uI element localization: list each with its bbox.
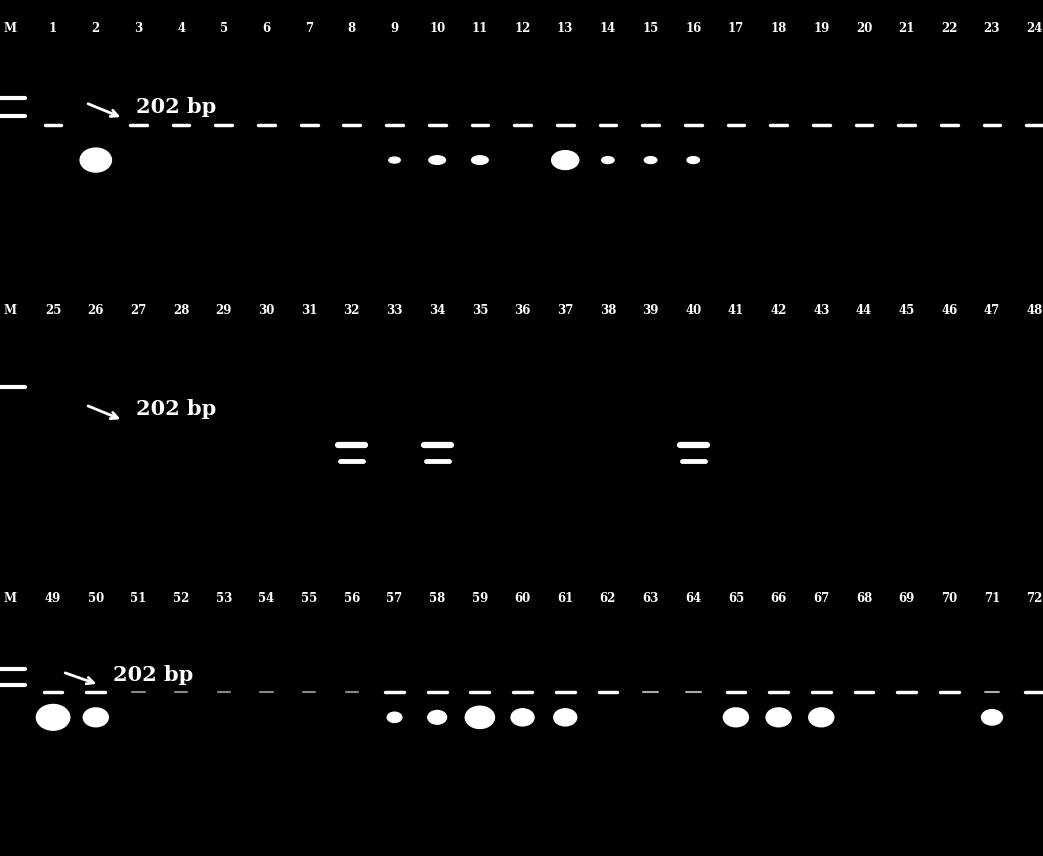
Ellipse shape <box>83 708 108 727</box>
Ellipse shape <box>981 710 1002 725</box>
Text: 3: 3 <box>135 22 143 35</box>
Text: 60: 60 <box>514 592 531 605</box>
Text: 45: 45 <box>898 304 915 317</box>
Text: 31: 31 <box>301 304 317 317</box>
Text: 70: 70 <box>941 592 957 605</box>
Text: 55: 55 <box>301 592 317 605</box>
Ellipse shape <box>808 708 833 727</box>
Ellipse shape <box>554 709 577 726</box>
Text: 8: 8 <box>347 22 356 35</box>
Text: 59: 59 <box>471 592 488 605</box>
Text: 68: 68 <box>856 592 872 605</box>
Text: 5: 5 <box>220 22 227 35</box>
Text: 65: 65 <box>728 592 744 605</box>
Ellipse shape <box>428 710 446 724</box>
Ellipse shape <box>387 712 402 722</box>
Text: 56: 56 <box>344 592 360 605</box>
Text: 62: 62 <box>600 592 616 605</box>
Text: 30: 30 <box>259 304 274 317</box>
Text: 11: 11 <box>471 22 488 35</box>
Ellipse shape <box>80 148 112 172</box>
Text: 72: 72 <box>1026 592 1043 605</box>
Text: 16: 16 <box>685 22 701 35</box>
Text: 9: 9 <box>390 22 398 35</box>
Text: 6: 6 <box>263 22 270 35</box>
Text: 19: 19 <box>814 22 829 35</box>
Text: 27: 27 <box>130 304 147 317</box>
Ellipse shape <box>389 158 401 163</box>
Text: 43: 43 <box>814 304 829 317</box>
Text: 33: 33 <box>386 304 403 317</box>
Text: 67: 67 <box>814 592 829 605</box>
Text: 17: 17 <box>728 22 744 35</box>
Text: 41: 41 <box>728 304 744 317</box>
Text: 1: 1 <box>49 22 57 35</box>
Text: 47: 47 <box>984 304 1000 317</box>
Text: 54: 54 <box>259 592 274 605</box>
Text: 40: 40 <box>685 304 701 317</box>
Ellipse shape <box>602 157 614 163</box>
Ellipse shape <box>724 708 749 727</box>
Text: 58: 58 <box>429 592 445 605</box>
Text: 37: 37 <box>557 304 574 317</box>
Text: 10: 10 <box>429 22 445 35</box>
Text: 15: 15 <box>642 22 659 35</box>
Text: 71: 71 <box>984 592 1000 605</box>
Ellipse shape <box>37 704 70 730</box>
Text: 46: 46 <box>941 304 957 317</box>
Text: 22: 22 <box>941 22 957 35</box>
Text: 2: 2 <box>92 22 100 35</box>
Text: 36: 36 <box>514 304 531 317</box>
Text: 4: 4 <box>177 22 186 35</box>
Text: 202 bp: 202 bp <box>113 664 193 685</box>
Text: 20: 20 <box>855 22 872 35</box>
Text: 39: 39 <box>642 304 659 317</box>
Ellipse shape <box>429 156 445 164</box>
Text: M: M <box>4 592 17 605</box>
Text: 12: 12 <box>514 22 531 35</box>
Text: 18: 18 <box>771 22 786 35</box>
Text: M: M <box>4 304 17 317</box>
Ellipse shape <box>766 708 791 727</box>
Ellipse shape <box>645 157 657 163</box>
Text: 64: 64 <box>685 592 701 605</box>
Text: 28: 28 <box>173 304 190 317</box>
Text: 25: 25 <box>45 304 62 317</box>
Text: 29: 29 <box>216 304 232 317</box>
Text: 34: 34 <box>429 304 445 317</box>
Ellipse shape <box>687 157 700 163</box>
Text: 21: 21 <box>898 22 915 35</box>
Text: 44: 44 <box>856 304 872 317</box>
Ellipse shape <box>465 706 494 728</box>
Text: 50: 50 <box>88 592 104 605</box>
Text: 24: 24 <box>1026 22 1043 35</box>
Text: 57: 57 <box>386 592 403 605</box>
Text: 32: 32 <box>343 304 360 317</box>
Text: 26: 26 <box>88 304 104 317</box>
Text: 202 bp: 202 bp <box>136 97 216 117</box>
Text: 14: 14 <box>600 22 616 35</box>
Text: 53: 53 <box>216 592 232 605</box>
Text: 69: 69 <box>898 592 915 605</box>
Text: 202 bp: 202 bp <box>136 399 216 419</box>
Text: 13: 13 <box>557 22 574 35</box>
Text: 51: 51 <box>130 592 147 605</box>
Text: 63: 63 <box>642 592 659 605</box>
Text: 48: 48 <box>1026 304 1043 317</box>
Ellipse shape <box>552 151 579 169</box>
Text: 49: 49 <box>45 592 62 605</box>
Ellipse shape <box>511 709 534 726</box>
Text: 35: 35 <box>471 304 488 317</box>
Text: 23: 23 <box>984 22 1000 35</box>
Text: 42: 42 <box>771 304 786 317</box>
Text: M: M <box>4 22 17 35</box>
Text: 38: 38 <box>600 304 616 317</box>
Text: 66: 66 <box>771 592 786 605</box>
Ellipse shape <box>471 156 488 164</box>
Text: 7: 7 <box>306 22 313 35</box>
Text: 61: 61 <box>557 592 574 605</box>
Text: 52: 52 <box>173 592 190 605</box>
